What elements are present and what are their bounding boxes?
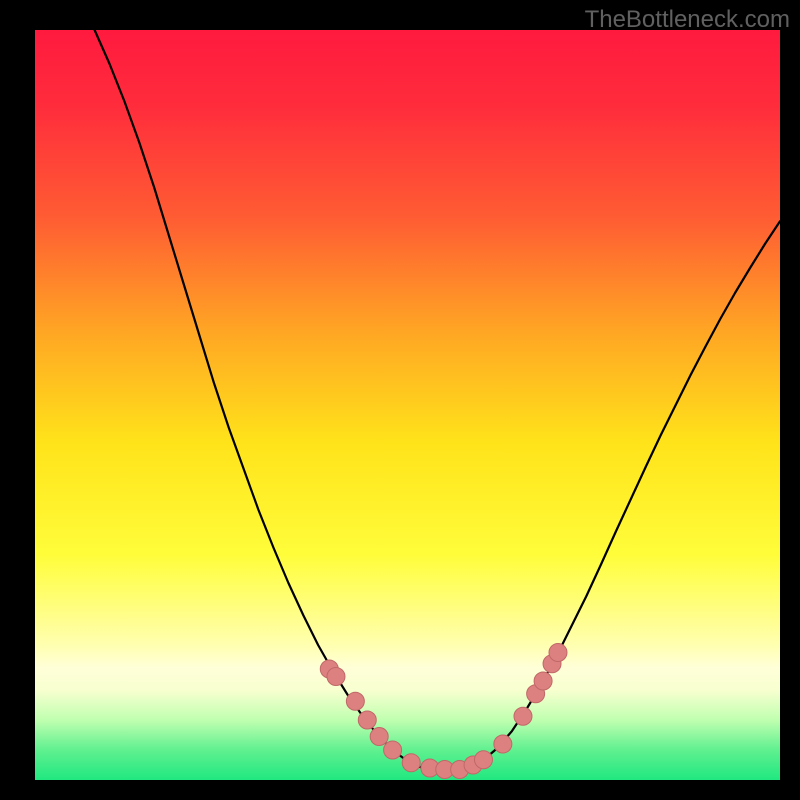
watermark-text: TheBottleneck.com [585,6,790,34]
data-marker [384,741,402,759]
data-marker [514,707,532,725]
data-marker [327,668,345,686]
gradient-background [35,30,780,780]
data-marker [370,728,388,746]
data-marker [534,672,552,690]
chart-container: TheBottleneck.com [0,0,800,800]
data-marker [402,754,420,772]
data-marker [549,644,567,662]
data-marker [474,751,492,769]
bottleneck-chart [0,0,800,800]
data-marker [494,735,512,753]
data-marker [346,692,364,710]
data-marker [358,711,376,729]
